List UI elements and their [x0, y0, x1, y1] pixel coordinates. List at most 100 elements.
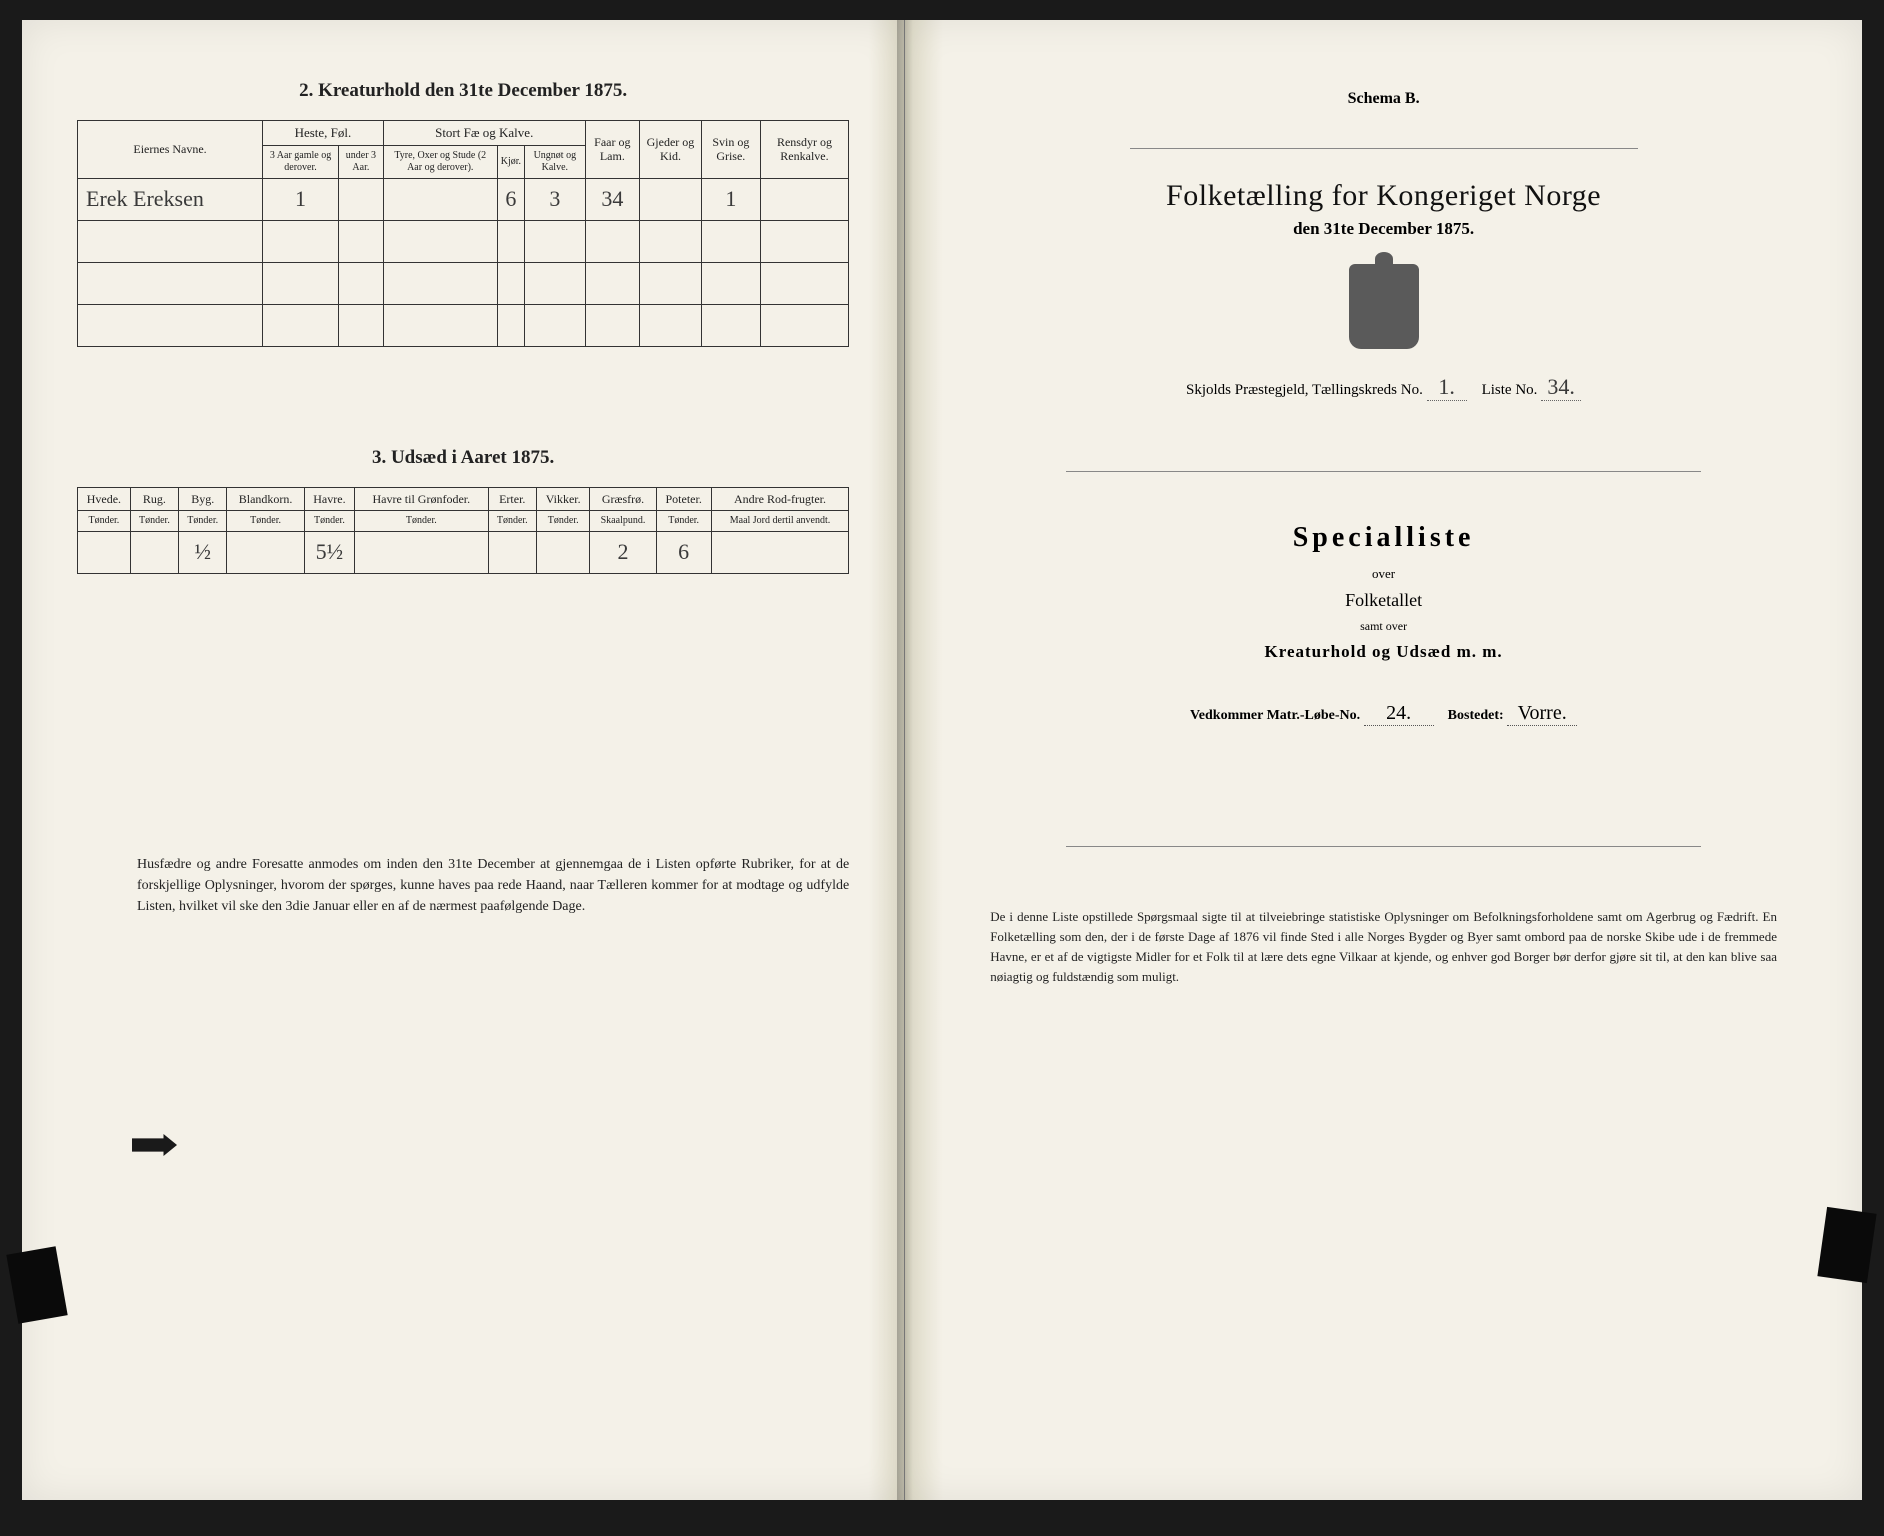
cell-owner: [78, 304, 263, 346]
th-oatsgreen: Havre til Grønfoder.: [355, 487, 489, 510]
th-cattle-2: Kjør.: [497, 145, 524, 178]
cell-h2: [338, 220, 383, 262]
binder-clip-right: [1817, 1207, 1876, 1283]
district-line: Skjolds Præstegjeld, Tællingskreds No. 1…: [960, 374, 1807, 401]
bottom-paragraph: De i denne Liste opstillede Spørgsmaal s…: [960, 907, 1807, 988]
th-barley: Byg.: [179, 487, 227, 510]
cell-c2: 6: [497, 178, 524, 220]
th-sheep: Faar og Lam.: [585, 121, 639, 179]
table-row: [78, 220, 849, 262]
u-3: Tønder.: [179, 510, 227, 531]
th-wheat: Hvede.: [78, 487, 131, 510]
th-owner: Eiernes Navne.: [78, 121, 263, 179]
cell-reindeer: [760, 178, 848, 220]
u-9: Skaalpund.: [590, 510, 656, 531]
binder-clip-left: [6, 1246, 67, 1324]
cell-sheep: [585, 262, 639, 304]
vedkom-val2: Vorre.: [1507, 702, 1577, 726]
th-reindeer: Rensdyr og Renkalve.: [760, 121, 848, 179]
c-potatoes: 6: [656, 531, 711, 573]
cell-pigs: [701, 220, 760, 262]
vedkom-label1: Vedkommer Matr.-Løbe-No.: [1190, 708, 1360, 723]
th-other: Andre Rod-frugter.: [711, 487, 848, 510]
th-potatoes: Poteter.: [656, 487, 711, 510]
section3-title: 3. Udsæd i Aaret 1875.: [77, 447, 849, 469]
table-udsad: Hvede. Rug. Byg. Blandkorn. Havre. Havre…: [77, 487, 849, 574]
c-wheat: [78, 531, 131, 573]
c-mixed: [227, 531, 304, 573]
cell-h1: 1: [263, 178, 339, 220]
cell-c2: [497, 262, 524, 304]
th-horses-1: 3 Aar gamle og derover.: [263, 145, 339, 178]
cell-c1: [383, 262, 497, 304]
district-kreds: 1.: [1427, 374, 1467, 401]
table3-row: ½ 5½ 2 6: [78, 531, 849, 573]
samt-label: samt over: [960, 619, 1807, 634]
liste-label: Liste No.: [1482, 382, 1538, 398]
cell-c2: [497, 304, 524, 346]
c-vetches: [536, 531, 590, 573]
table-kreaturhold: Eiernes Navne. Heste, Føl. Stort Fæ og K…: [77, 120, 849, 347]
left-page: 2. Kreaturhold den 31te December 1875. E…: [22, 20, 905, 1500]
right-page: Schema B. Folketælling for Kongeriget No…: [905, 20, 1862, 1500]
th-mixed: Blandkorn.: [227, 487, 304, 510]
u-6: Tønder.: [355, 510, 489, 531]
cell-c3: [525, 220, 586, 262]
over-label: over: [960, 566, 1807, 582]
u-7: Tønder.: [488, 510, 536, 531]
cell-sheep: 34: [585, 178, 639, 220]
th-cattle-1: Tyre, Oxer og Stude (2 Aar og derover).: [383, 145, 497, 178]
th-vetches: Vikker.: [536, 487, 590, 510]
cell-h1: [263, 304, 339, 346]
folketallet-label: Folketallet: [960, 590, 1807, 611]
cell-owner: Erek Ereksen: [78, 178, 263, 220]
cell-goats: [640, 178, 702, 220]
c-peas: [488, 531, 536, 573]
table-row: Erek Ereksen163341: [78, 178, 849, 220]
cell-c3: [525, 262, 586, 304]
cell-pigs: [701, 304, 760, 346]
u-2: Tønder.: [130, 510, 178, 531]
schema-label: Schema B.: [960, 90, 1807, 108]
cell-goats: [640, 304, 702, 346]
cell-h1: [263, 262, 339, 304]
section2-title: 2. Kreaturhold den 31te December 1875.: [77, 80, 849, 102]
coat-of-arms-icon: [1349, 264, 1419, 349]
table-row: [78, 304, 849, 346]
cell-goats: [640, 220, 702, 262]
specialliste-title: Specialliste: [960, 522, 1807, 554]
pointing-hand-icon: [132, 1134, 177, 1156]
vedkom-val1: 24.: [1364, 702, 1434, 726]
cell-h2: [338, 178, 383, 220]
cell-owner: [78, 262, 263, 304]
cell-c3: 3: [525, 178, 586, 220]
kreatur-label: Kreaturhold og Udsæd m. m.: [960, 642, 1807, 662]
cell-c3: [525, 304, 586, 346]
cell-sheep: [585, 304, 639, 346]
u-11: Maal Jord dertil anvendt.: [711, 510, 848, 531]
u-10: Tønder.: [656, 510, 711, 531]
u-1: Tønder.: [78, 510, 131, 531]
cell-reindeer: [760, 220, 848, 262]
table-row: [78, 262, 849, 304]
th-oats: Havre.: [304, 487, 354, 510]
th-goats: Gjeder og Kid.: [640, 121, 702, 179]
cell-h2: [338, 304, 383, 346]
cell-c2: [497, 220, 524, 262]
cell-owner: [78, 220, 263, 262]
th-pigs: Svin og Grise.: [701, 121, 760, 179]
vedkom-line: Vedkommer Matr.-Løbe-No. 24. Bostedet: V…: [960, 702, 1807, 726]
cell-pigs: [701, 262, 760, 304]
cell-h1: [263, 220, 339, 262]
liste-no: 34.: [1541, 374, 1581, 401]
u-5: Tønder.: [304, 510, 354, 531]
c-barley: ½: [179, 531, 227, 573]
th-horses: Heste, Føl.: [263, 121, 384, 146]
cell-goats: [640, 262, 702, 304]
cell-c1: [383, 178, 497, 220]
district-prefix: Skjolds Præstegjeld, Tællingskreds No.: [1186, 382, 1423, 398]
cell-h2: [338, 262, 383, 304]
u-4: Tønder.: [227, 510, 304, 531]
c-rye: [130, 531, 178, 573]
u-8: Tønder.: [536, 510, 590, 531]
